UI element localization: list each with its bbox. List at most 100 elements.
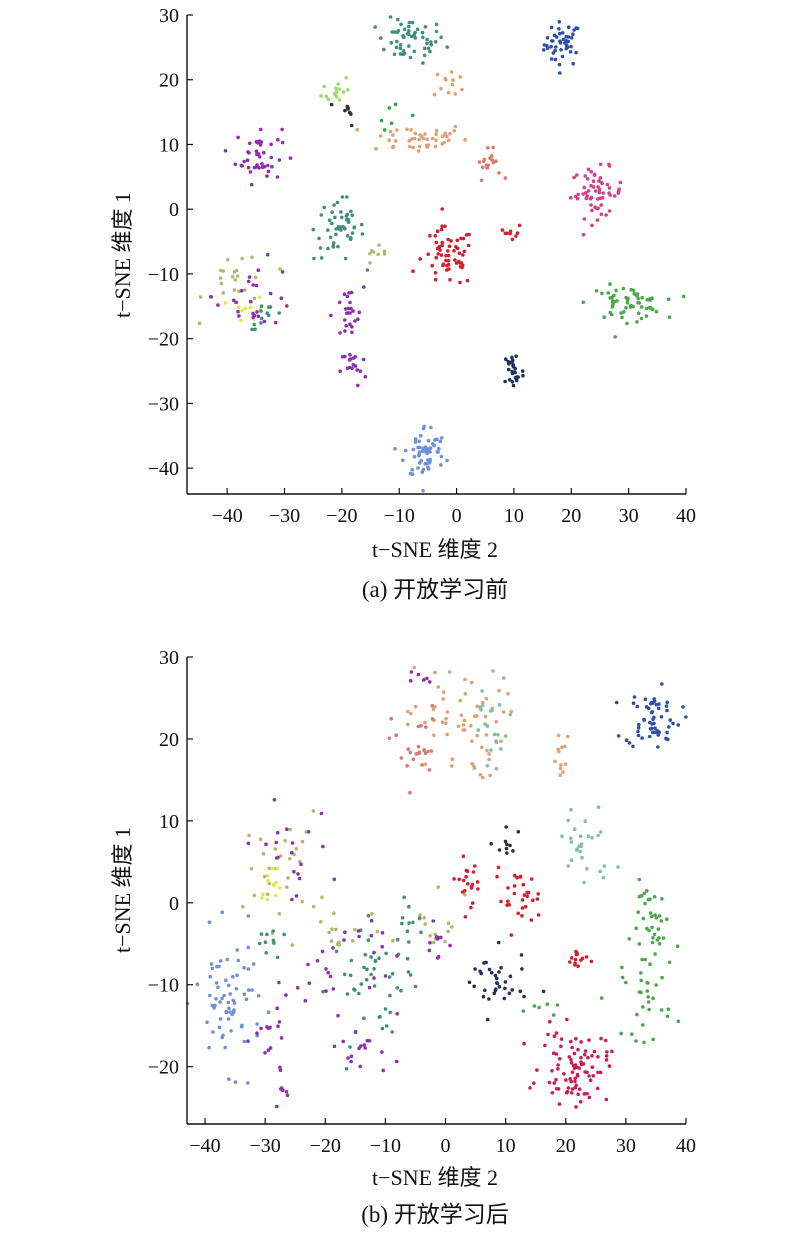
scatter-point [341,90,346,94]
scatter-point [311,227,316,232]
scatter-point [390,1030,395,1034]
scatter-point [580,855,584,860]
scatter-point [336,225,341,229]
scatter-point [232,288,237,292]
scatter-point [267,866,272,871]
scatter-point [598,176,603,180]
scatter-point [346,106,351,110]
scatter-point [653,726,657,730]
scatter-point [604,1054,609,1058]
scatter-point [453,124,458,129]
scatter-point [223,301,228,305]
scatter-point [589,959,594,964]
scatter-point [382,252,387,256]
scatter-point [550,39,554,43]
scatter-point [242,1039,247,1044]
scatter-point [236,135,240,140]
scatter-point [264,842,268,846]
scatter-point [476,728,481,732]
scatter-point [332,911,336,915]
scatter-point [262,319,267,324]
scatter-point [446,138,451,142]
scatter-point [306,830,311,834]
y-tick-label: 20 [159,70,179,92]
scatter-point [235,274,240,278]
scatter-point [288,857,292,861]
scatter-point [406,709,410,714]
scatter-point [399,988,403,993]
scatter-point [405,956,410,961]
scatter-point [457,251,462,255]
panel-b-x-axis-title: t−SNE 维度 2 [372,1165,498,1190]
scatter-point [532,1081,536,1085]
scatter-point [507,991,512,996]
scatter-point [407,44,411,48]
scatter-point [273,847,278,851]
scatter-point [311,904,316,909]
scatter-point [473,967,477,971]
scatter-point [465,278,470,283]
scatter-point [330,210,334,214]
scatter-point [382,47,386,52]
scatter-point [652,895,657,899]
scatter-point [645,297,650,302]
scatter-point [586,189,591,193]
scatter-point [599,1036,603,1041]
scatter-point [417,916,422,920]
scatter-point [629,303,633,308]
scatter-point [571,32,575,36]
scatter-point [621,286,626,291]
scatter-point [423,751,428,756]
scatter-point [337,98,342,102]
scatter-point [645,926,649,931]
scatter-point [307,981,312,985]
scatter-point [457,261,462,265]
scatter-point [494,766,499,771]
scatter-point [653,913,657,917]
scatter-point [504,846,509,851]
scatter-point [417,439,422,444]
scatter-point [380,1050,384,1054]
scatter-point [366,914,371,918]
scatter-point [565,45,570,50]
scatter-point [464,868,469,873]
scatter-point [279,296,284,301]
scatter-point [356,383,360,388]
scatter-point [494,987,498,991]
scatter-point [646,706,651,711]
scatter-point [445,710,450,714]
scatter-point [250,255,254,260]
scatter-point [652,715,656,720]
scatter-point [425,465,430,469]
scatter-point [512,884,517,888]
scatter-point [660,897,664,901]
scatter-point [379,118,384,123]
scatter-point [328,235,333,240]
scatter-point [594,289,599,293]
scatter-point [263,940,268,944]
scatter-point [342,938,346,942]
scatter-point [254,149,259,153]
scatter-point [348,1045,352,1049]
scatter-point [585,177,590,181]
scatter-point [484,163,489,167]
scatter-point [336,1013,340,1018]
scatter-point [273,320,278,325]
scatter-point [222,993,226,998]
scatter-point [278,267,282,271]
scatter-point [487,757,491,762]
scatter-point [423,461,428,466]
scatter-point [392,30,397,34]
scatter-point [216,303,220,307]
scatter-point [233,1080,238,1084]
scatter-point [499,739,503,744]
scatter-point [332,877,337,882]
scatter-point [430,717,435,721]
scatter-point [361,357,366,362]
scatter-point [296,872,300,876]
scatter-point [265,174,269,178]
scatter-point [472,714,477,718]
scatter-point [566,864,571,868]
scatter-point [453,92,458,96]
x-tick-label: −20 [326,505,357,527]
